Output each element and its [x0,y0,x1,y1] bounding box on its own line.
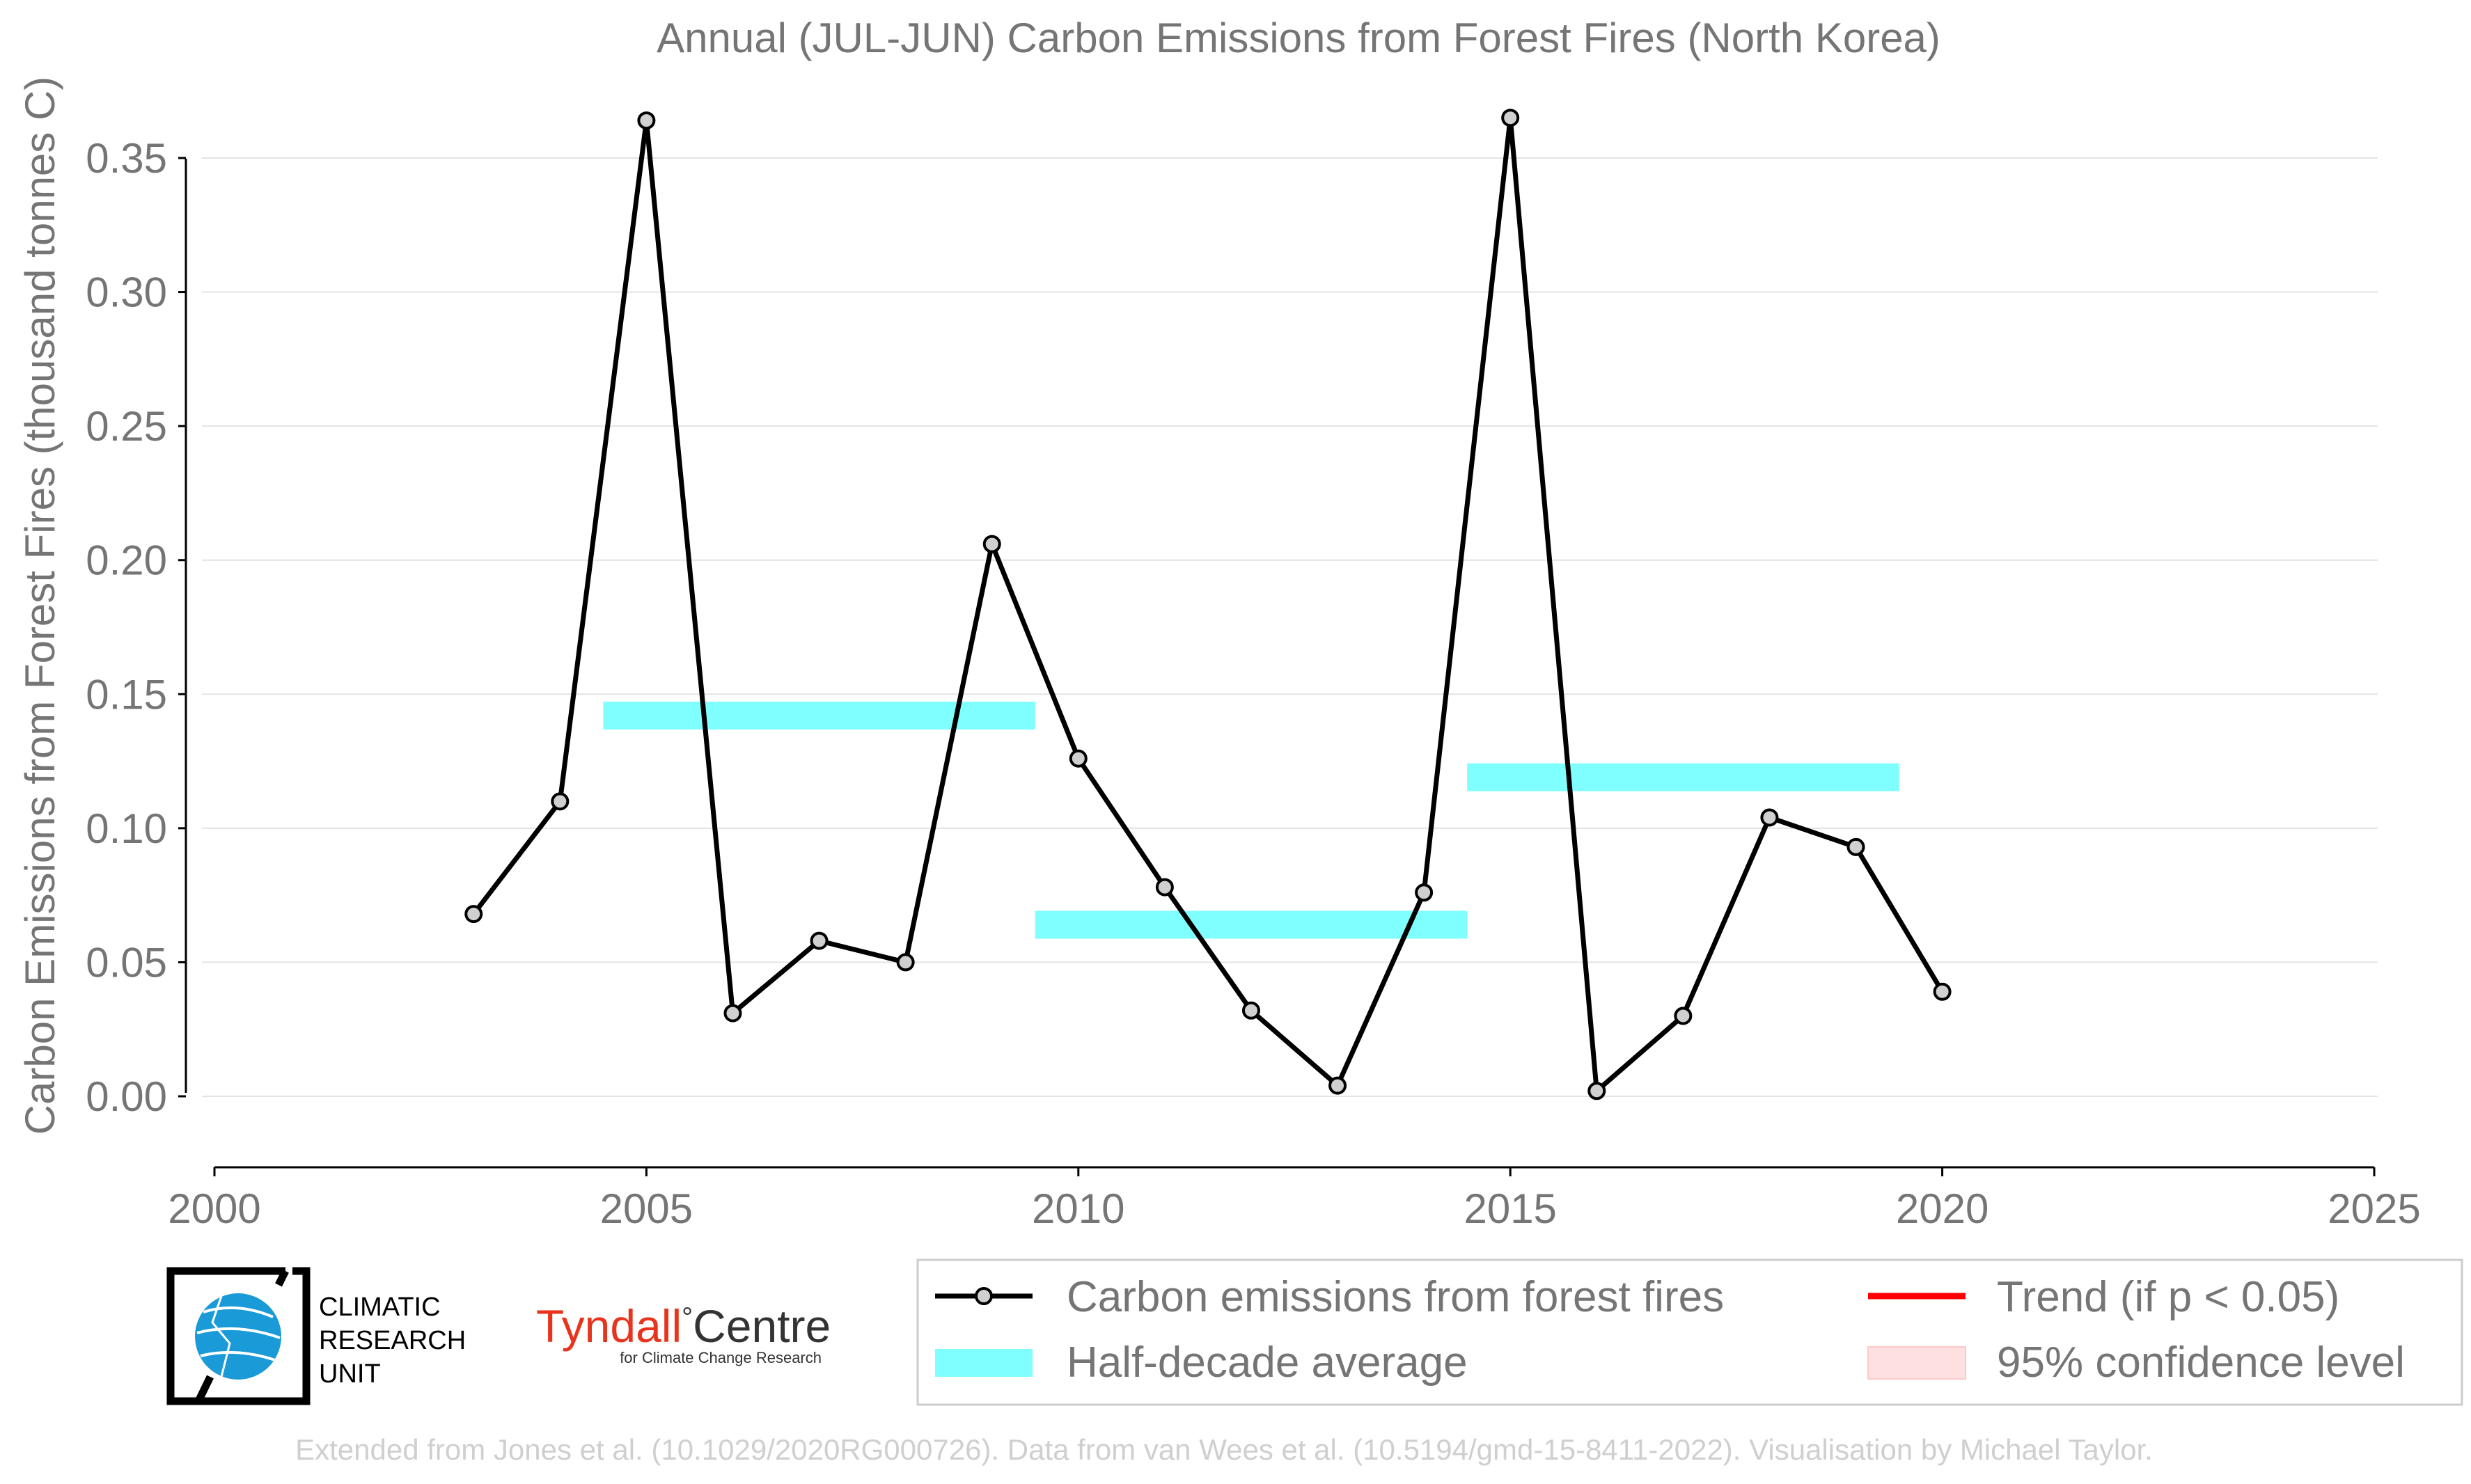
data-point [464,905,483,924]
y-tick-label: 0.15 [86,671,167,718]
legend-half-decade-swatch [935,1349,1033,1377]
x-tick-label: 2025 [2328,1185,2420,1232]
credit-line: Extended from Jones et al. (10.1029/2020… [295,1433,2153,1466]
tyndall-logo-subtitle: for Climate Change Research [620,1349,822,1366]
chart-title: Annual (JUL-JUN) Carbon Emissions from F… [657,15,1940,61]
data-point [1501,109,1520,127]
half-decade-band [1467,763,1899,791]
data-point [551,792,570,811]
x-tick-label: 2010 [1032,1185,1124,1232]
cru-logo-line-1: CLIMATIC [319,1293,441,1322]
y-tick-label: 0.10 [86,805,167,852]
cru-logo: CLIMATIC RESEARCH UNIT [166,1267,466,1405]
legend: Carbon emissions from forest fires Trend… [916,1258,2463,1406]
legend-item-emissions: Carbon emissions from forest fires [935,1273,1724,1321]
x-tick-label: 2000 [168,1185,260,1232]
legend-label-half-decade: Half-decade average [1067,1339,1468,1387]
y-axis-label: Carbon Emissions from Forest Fires (thou… [17,77,63,1135]
tyndall-logo: Tyndall°Centre for Climate Change Resear… [536,1300,831,1366]
data-point [1415,883,1434,902]
data-point [810,931,829,950]
legend-item-confidence: 95% confidence level [1867,1339,2405,1387]
gridlines [202,157,2378,1097]
legend-label-confidence: 95% confidence level [1997,1339,2405,1387]
y-tick-label: 0.00 [86,1073,167,1120]
tyndall-logo-text: Tyndall°Centre [536,1300,831,1352]
data-point [982,535,1001,553]
y-tick-label: 0.20 [86,537,167,584]
data-point [637,111,656,130]
legend-label-trend: Trend (if p < 0.05) [1997,1273,2339,1321]
data-point [723,1004,742,1023]
x-tick-label: 2015 [1464,1185,1556,1232]
y-tick-label: 0.25 [86,403,167,450]
half-decade-band [1035,910,1468,939]
data-point [1846,837,1865,856]
cru-logo-line-2: RESEARCH [319,1326,466,1355]
data-point [1241,1001,1260,1020]
data-series [464,109,1952,1100]
x-tick-label: 2020 [1896,1185,1988,1232]
legend-item-half-decade: Half-decade average [935,1339,1468,1387]
y-axis-ticks: 0.00 0.05 0.10 0.15 0.20 0.25 0.30 0.35 [86,135,186,1120]
half-decade-bands [603,702,1899,939]
y-tick-label: 0.05 [86,939,167,986]
legend-emissions-marker [975,1287,993,1305]
data-point [1155,878,1174,897]
legend-confidence-swatch [1867,1346,1966,1380]
series-line [471,115,1945,1094]
data-point [1760,808,1779,827]
half-decade-band [603,702,1035,730]
data-point [896,953,915,972]
data-point [1933,982,1952,1001]
data-point [1069,749,1088,768]
cru-logo-line-3: UNIT [319,1359,381,1389]
x-axis-ticks: 2000 2005 2010 2015 2020 2025 [168,1167,2421,1232]
data-point [1587,1082,1606,1100]
legend-box [916,1258,2463,1406]
x-tick-label: 2005 [600,1185,693,1232]
legend-label-emissions: Carbon emissions from forest fires [1067,1273,1724,1321]
data-point [1674,1007,1693,1025]
data-point [1328,1076,1347,1095]
y-tick-label: 0.30 [86,269,167,316]
y-tick-label: 0.35 [86,135,167,182]
legend-item-trend: Trend (if p < 0.05) [1868,1273,2339,1321]
